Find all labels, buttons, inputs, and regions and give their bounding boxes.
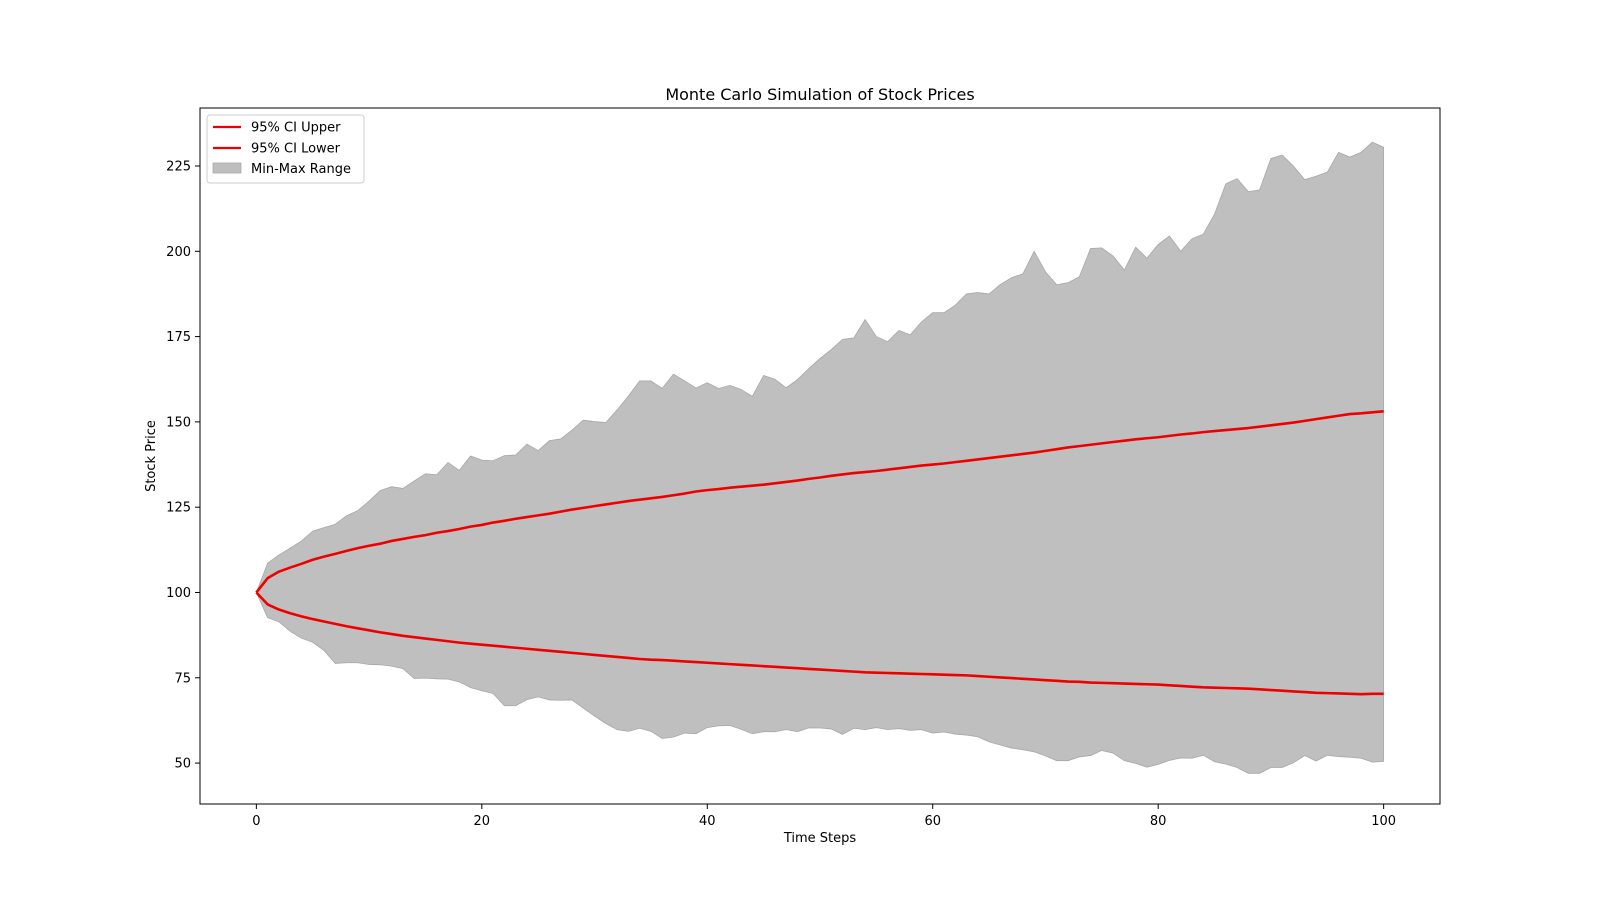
axes-frame bbox=[199, 107, 1441, 805]
x-axis-label: Time Steps bbox=[783, 831, 857, 846]
x-tick-label: 80 bbox=[1150, 814, 1167, 829]
legend-label-ci-lower: 95% CI Lower bbox=[251, 142, 341, 157]
y-tick-label: 200 bbox=[166, 245, 191, 260]
x-tick-label: 60 bbox=[924, 814, 941, 829]
y-tick-label: 175 bbox=[166, 330, 191, 345]
ci-upper-line bbox=[255, 410, 1384, 594]
y-tick-label: 150 bbox=[166, 415, 191, 430]
legend-label-ci-upper: 95% CI Upper bbox=[251, 121, 341, 136]
y-tick-label: 50 bbox=[174, 757, 191, 772]
legend-box bbox=[206, 114, 365, 184]
y-tick-label: 225 bbox=[166, 160, 191, 175]
x-tick-label: 100 bbox=[1371, 814, 1396, 829]
y-tick-label: 100 bbox=[166, 586, 191, 601]
x-tick-label: 40 bbox=[699, 814, 716, 829]
legend-label-min-max-range: Min-Max Range bbox=[251, 162, 351, 177]
ci-lower-line bbox=[255, 591, 1384, 696]
x-tick-label: 20 bbox=[474, 814, 491, 829]
y-tick-label: 125 bbox=[166, 501, 191, 516]
plot-area bbox=[255, 141, 1385, 774]
x-tick-label: 0 bbox=[252, 814, 260, 829]
ticks: 0 20 40 60 80 100 50 75 100 125 150 175 200 225 bbox=[166, 160, 1396, 830]
min-max-range-band bbox=[255, 141, 1385, 774]
legend-swatch-min-max-range bbox=[212, 162, 242, 174]
chart-title: Monte Carlo Simulation of Stock Prices bbox=[665, 85, 974, 104]
y-tick-label: 75 bbox=[174, 671, 191, 686]
y-axis-label: Stock Price bbox=[144, 420, 159, 492]
legend: 95% CI Upper 95% CI Lower Min-Max Range bbox=[206, 114, 365, 184]
